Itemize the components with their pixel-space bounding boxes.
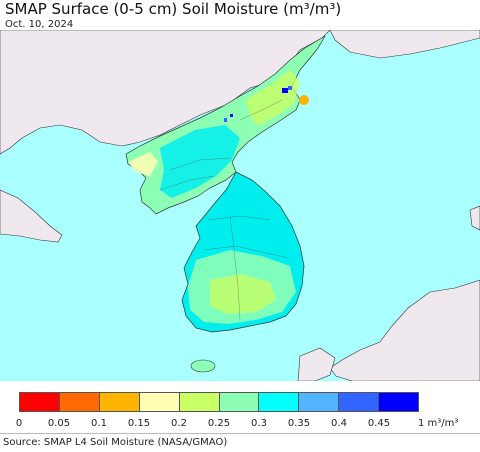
legend-tick-label: 0.15 <box>127 418 151 429</box>
legend-tick-label: 0.2 <box>171 418 187 429</box>
legend-swatch <box>379 393 419 411</box>
legend-swatch <box>99 393 140 411</box>
legend-unit: 1 m³/m³ <box>418 418 459 429</box>
wet-spot-2 <box>288 86 292 90</box>
legend-ticks: 0 0.05 0.1 0.15 0.2 0.25 0.3 0.35 0.4 0.45 <box>15 418 480 432</box>
legend-tick-label: 0.25 <box>207 418 231 429</box>
nk-dry-zone <box>246 70 300 126</box>
wet-spot-3 <box>224 118 227 122</box>
soil-moisture-map <box>0 30 480 381</box>
source-note: Source: SMAP L4 Soil Moisture (NASA/GMAO… <box>3 437 228 448</box>
wet-spot-4 <box>230 114 233 117</box>
legend-swatch <box>179 393 220 411</box>
japan-land <box>329 279 480 381</box>
japan-kyushu <box>297 347 336 381</box>
legend-tick-label: 0.35 <box>287 418 311 429</box>
japan-north-coast <box>469 205 480 231</box>
legend-tick-label: 0.1 <box>91 418 107 429</box>
footer-divider <box>0 433 480 434</box>
province-boundaries <box>159 99 289 321</box>
dry-spot <box>299 95 309 105</box>
legend-swatch <box>20 393 60 411</box>
legend-tick-label: 0 <box>15 418 23 429</box>
nk-yellow-zone <box>128 152 158 176</box>
china-land-southwest <box>0 189 63 243</box>
legend-tick-label: 0.4 <box>331 418 347 429</box>
legend-swatch <box>219 393 260 411</box>
legend-tick-label: 0.3 <box>251 418 267 429</box>
legend-colorbar <box>19 392 419 412</box>
russia-coast <box>329 30 480 59</box>
legend-swatch <box>259 393 300 411</box>
jeju-island <box>190 359 216 373</box>
legend-tick-label: 0.05 <box>47 418 71 429</box>
map-title: SMAP Surface (0-5 cm) Soil Moisture (m³/… <box>5 0 342 18</box>
legend-swatch <box>139 393 180 411</box>
legend-swatch <box>339 393 380 411</box>
nk-wet-zone <box>160 125 240 198</box>
wet-spot-1 <box>282 88 288 93</box>
map-date: Oct. 10, 2024 <box>5 19 74 30</box>
legend-swatch <box>299 393 340 411</box>
legend-swatch <box>59 393 100 411</box>
sk-green-zone <box>210 274 276 314</box>
legend-tick-label: 0.45 <box>367 418 391 429</box>
